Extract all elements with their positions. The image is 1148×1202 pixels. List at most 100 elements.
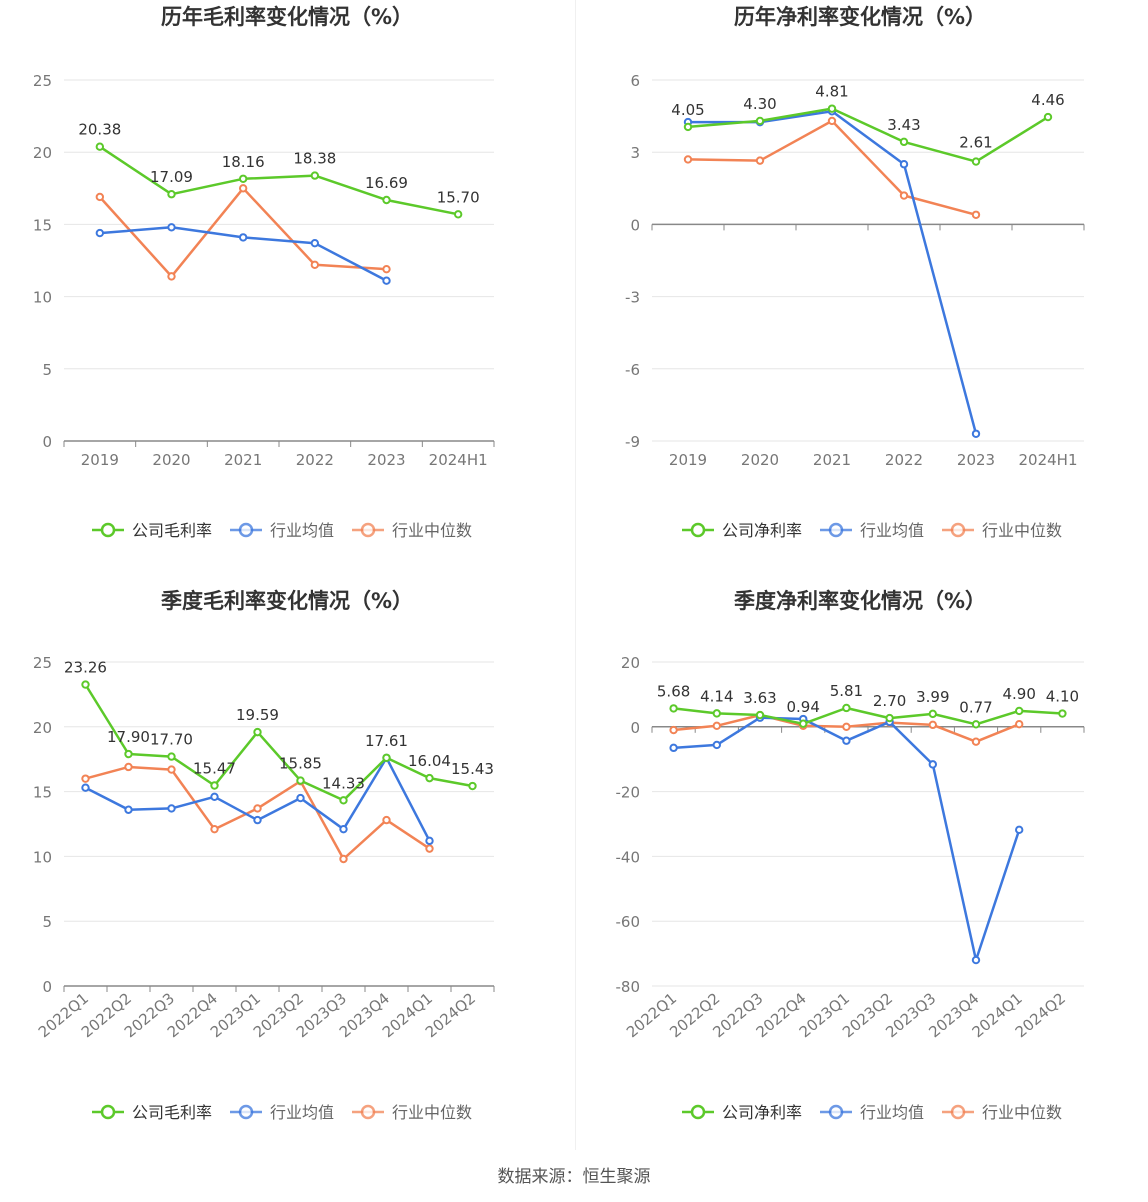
data-point [453,210,463,219]
data-point [310,238,320,248]
data-point [842,736,851,745]
y-tick-label: 5 [42,361,52,379]
data-label: 16.69 [365,174,408,192]
y-tick-label: 3 [630,144,640,162]
chart-quarterly-net-margin: 季度净利率变化情况（%）-80-60-40-200202022Q12022Q22… [616,589,1085,1122]
y-tick-label: 25 [33,72,52,90]
legend-label: 公司净利率 [722,1103,802,1122]
legend-item: 行业均值 [820,521,924,540]
data-point [971,210,981,219]
data-label: 3.43 [887,116,920,134]
data-point [124,749,133,759]
legend-item: 公司毛利率 [92,521,212,540]
data-point [296,793,305,803]
y-tick-label: 25 [33,654,52,672]
x-tick-label: 2022 [885,451,923,469]
data-label: 2.70 [873,692,906,710]
y-tick-label: -40 [616,848,641,866]
data-point [296,776,305,785]
legend-marker-icon [100,1104,116,1120]
data-label: 15.43 [451,760,494,778]
data-label: 14.33 [322,774,365,792]
x-tick-label: 2021 [224,451,262,469]
y-tick-label: -60 [616,913,641,931]
chart-title: 季度净利率变化情况（%） [734,589,986,613]
data-point [238,184,248,193]
data-label: 15.47 [193,760,236,778]
chart-layer: 历年毛利率变化情况（%） 0 5 10 15 20 25 2019 2020 2021 2022 20… [33,5,495,540]
legend-marker-icon [950,1104,966,1120]
x-tick-label: 2020 [152,451,190,469]
data-point [95,228,105,238]
data-point [1058,709,1067,718]
data-point [339,854,348,864]
data-point [238,174,248,183]
legend-item: 行业中位数 [942,521,1062,540]
data-point [1043,112,1053,122]
data-point [425,844,434,853]
chart-annual-gross-margin: 历年毛利率变化情况（%） 0 5 10 15 20 25 2019 2020 2021 2022 20… [33,5,495,540]
data-label: 4.46 [1031,91,1064,109]
legend-item: 公司净利率 [682,521,802,540]
data-label: 4.81 [815,83,848,101]
data-point [238,233,248,242]
data-label: 4.90 [1002,685,1035,703]
data-point [382,815,391,825]
data-label: 18.38 [293,150,336,168]
data-label: 16.04 [408,752,451,770]
data-label: 0.77 [959,698,992,716]
chart-panel-annual-gross-margin: 历年毛利率变化情况（%） 0 5 10 15 20 25 2019 2020 2021 2022 20… [0,0,574,580]
data-point [885,713,894,723]
data-label: 4.05 [671,101,704,119]
data-point [81,680,90,689]
x-tick-label: 2024H1 [1019,451,1078,469]
data-label: 15.70 [437,188,480,206]
legend-label: 行业中位数 [982,1103,1062,1122]
y-tick-label: -20 [616,784,641,802]
data-source-note: 数据来源：恒生聚源 [497,1167,651,1187]
x-tick-label: 2021 [813,451,851,469]
data-point [210,792,219,801]
y-tick-label: 20 [33,719,52,737]
data-label: 20.38 [78,121,121,139]
data-point [1015,706,1024,716]
data-point [899,191,909,200]
legend-item: 公司毛利率 [92,1103,212,1122]
legend-label: 公司毛利率 [132,1103,212,1122]
chart-annual-net-margin: 历年净利率变化情况（%） -9 -6 -3 0 3 6 2019 2020 2021 2022 202… [625,5,1085,540]
series-line [84,683,473,802]
legend-item: 行业均值 [820,1103,924,1122]
data-point [755,116,765,126]
data-label: 17.61 [365,732,408,750]
data-point [1015,720,1024,729]
data-point [971,157,981,166]
series-line [687,107,1049,163]
legend-item: 公司净利率 [682,1103,802,1122]
y-tick-label: -3 [625,289,640,307]
data-label: 17.90 [107,728,150,746]
data-point [683,122,693,132]
data-point [928,760,937,769]
x-tick-label: 2019 [81,451,119,469]
y-tick-label: 0 [42,433,52,451]
legend-item: 行业中位数 [352,1103,472,1122]
data-point [669,704,678,713]
chart-title: 季度毛利率变化情况（%） [161,589,413,613]
legend-item: 行业均值 [230,521,334,540]
data-point [928,720,937,730]
y-tick-label: 15 [33,784,52,802]
data-label: 17.70 [150,731,193,749]
data-point [310,171,320,180]
data-point [253,815,262,825]
data-point [971,429,981,438]
data-label: 5.68 [657,682,690,700]
chart-panel-annual-net-margin: 历年净利率变化情况（%） -9 -6 -3 0 3 6 2019 2020 2021 2022 202… [576,0,1148,580]
y-tick-label: 15 [33,216,52,234]
legend-label: 行业均值 [270,1103,334,1122]
legend-marker-icon [100,522,116,538]
legend-label: 行业均值 [860,521,924,540]
data-point [210,824,219,834]
chart-layer: 季度毛利率变化情况（%）05101520252022Q12022Q22022Q3… [33,589,495,1122]
data-point [81,774,90,783]
panel-divider [575,0,576,1150]
